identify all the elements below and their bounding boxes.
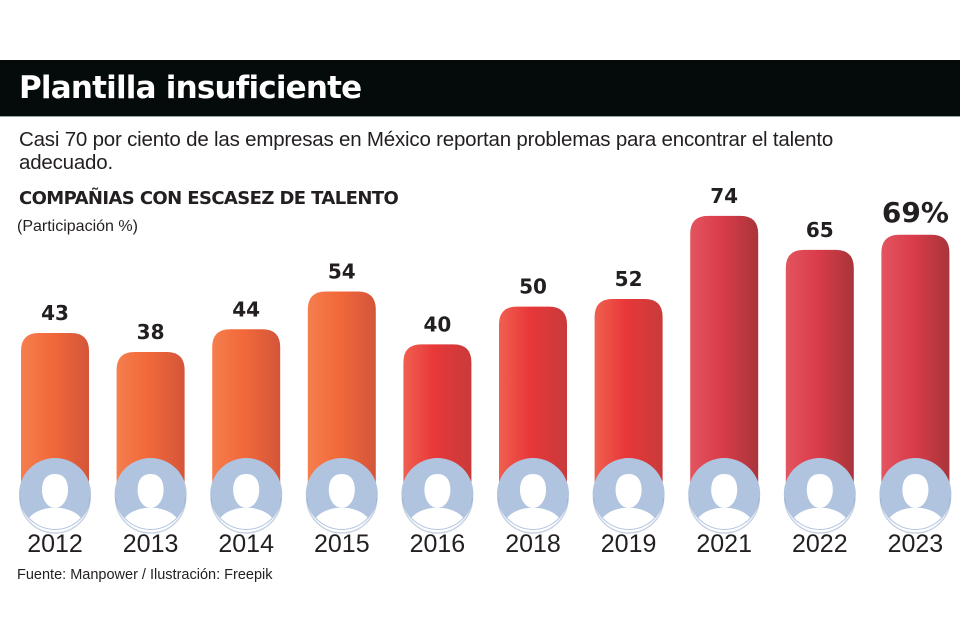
bar	[499, 306, 567, 496]
avatar-icon	[497, 458, 569, 534]
subtitle: Casi 70 por ciento de las empresas en Mé…	[19, 128, 834, 174]
silhouette-shoulders	[120, 508, 181, 529]
silhouette-shoulders	[407, 508, 468, 529]
x-tick-label: 2019	[601, 530, 657, 558]
silhouette-head	[806, 474, 833, 508]
avatar-silhouette	[789, 474, 850, 529]
avatar-icon	[19, 458, 91, 534]
avatar-silhouette	[503, 474, 563, 529]
avatar-rim	[879, 497, 952, 534]
silhouette-shoulders	[503, 508, 563, 529]
avatar-silhouette	[694, 474, 755, 529]
silhouette-head	[424, 474, 451, 508]
avatar-rim	[210, 497, 282, 534]
bar-group: 50 2018	[497, 275, 569, 558]
avatar-icon	[879, 458, 952, 534]
x-tick-label: 2022	[792, 530, 848, 558]
avatar-icon	[783, 458, 856, 534]
avatar-rim	[114, 497, 187, 534]
value-label: 40	[423, 312, 451, 336]
avatar-rim	[401, 497, 474, 534]
value-label: 44	[232, 297, 260, 321]
bar	[116, 351, 185, 496]
silhouette-shoulders	[311, 508, 372, 529]
chart-title: COMPAÑIAS CON ESCASEZ DE TALENTO	[19, 188, 399, 209]
x-tick-label: 2013	[123, 530, 179, 558]
avatar-rim	[784, 497, 856, 534]
avatar-rim	[592, 497, 665, 534]
bar-group: 65 2022	[783, 218, 856, 558]
bar-group: 44 2014	[210, 297, 283, 558]
x-tick-label: 2014	[218, 530, 274, 558]
bar	[881, 234, 950, 496]
bar-group: 54 2015	[305, 259, 378, 558]
silhouette-shoulders	[216, 508, 277, 529]
avatar-silhouette	[25, 474, 85, 529]
bar	[21, 333, 89, 496]
avatar-silhouette	[407, 474, 468, 529]
silhouette-shoulders	[885, 508, 946, 529]
silhouette-head	[233, 474, 260, 508]
bar	[403, 344, 472, 496]
avatar-silhouette	[598, 474, 659, 529]
title-bar: Plantilla insuficiente	[0, 60, 960, 117]
avatar-icon	[210, 458, 283, 534]
bar	[785, 249, 854, 496]
bar-group: 69% 2023	[879, 196, 952, 558]
bar-group: 74 2021	[688, 184, 761, 558]
x-tick-label: 2015	[314, 530, 370, 558]
value-label: 43	[41, 301, 69, 325]
silhouette-head	[711, 474, 738, 508]
avatar-icon	[688, 458, 761, 534]
silhouette-head	[42, 474, 68, 508]
avatar-rim	[306, 497, 378, 534]
bar	[307, 291, 376, 496]
silhouette-head	[328, 474, 355, 508]
silhouette-head	[902, 474, 929, 508]
avatar-silhouette	[216, 474, 277, 529]
avatar-icon	[305, 458, 378, 534]
value-label: 52	[615, 267, 643, 291]
bar	[212, 329, 281, 496]
silhouette-head	[615, 474, 642, 508]
silhouette-head	[137, 474, 164, 508]
x-tick-label: 2023	[888, 530, 944, 558]
x-tick-label: 2018	[505, 530, 561, 558]
value-label: 50	[519, 275, 547, 299]
bar-group: 40 2016	[401, 312, 474, 558]
avatar-icon	[401, 458, 474, 534]
avatar-rim	[497, 497, 569, 534]
avatar-silhouette	[311, 474, 372, 529]
source-note: Fuente: Manpower / Ilustración: Freepik	[17, 567, 273, 583]
silhouette-head	[520, 474, 546, 508]
bar	[690, 215, 759, 496]
avatar-rim	[19, 497, 91, 534]
silhouette-shoulders	[598, 508, 659, 529]
avatar-silhouette	[885, 474, 946, 529]
avatar-rim	[688, 497, 760, 534]
silhouette-shoulders	[25, 508, 85, 529]
x-tick-label: 2016	[410, 530, 466, 558]
value-label: 54	[328, 259, 356, 283]
silhouette-shoulders	[694, 508, 755, 529]
x-tick-label: 2021	[696, 530, 752, 558]
chart-unit-label: (Participación %)	[17, 218, 138, 235]
silhouette-shoulders	[789, 508, 850, 529]
bar-group: 38 2013	[114, 320, 187, 558]
avatar-silhouette	[120, 474, 181, 529]
page-title: Plantilla insuficiente	[19, 70, 362, 106]
bar	[594, 299, 663, 496]
x-tick-label: 2012	[27, 530, 83, 558]
value-label: 69%	[882, 196, 949, 229]
value-label: 65	[806, 218, 834, 242]
bar-group: 43 2012	[19, 301, 91, 558]
bar-group: 52 2019	[592, 267, 665, 558]
value-label: 38	[137, 320, 165, 344]
value-label: 74	[710, 184, 738, 208]
avatar-icon	[114, 458, 187, 534]
avatar-icon	[592, 458, 665, 534]
